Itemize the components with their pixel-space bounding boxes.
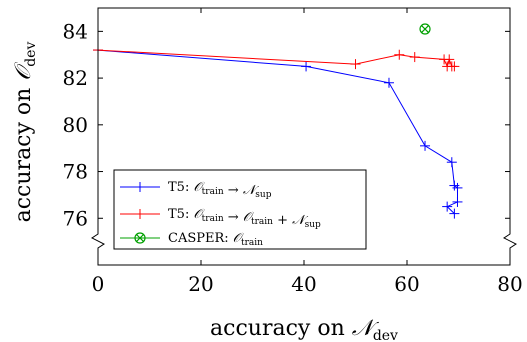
series-2 <box>93 45 460 72</box>
legend-box <box>113 169 367 250</box>
y-tick-label: 84 <box>63 19 88 43</box>
x-tick-label: 60 <box>394 272 419 296</box>
series-3 <box>419 23 431 35</box>
x-tick-label: 40 <box>291 272 316 296</box>
y-axis-label: accuracy on 𝒪dev <box>11 42 39 223</box>
series-1 <box>93 45 463 219</box>
otimes-marker <box>134 232 146 244</box>
y-tick-label: 82 <box>63 66 88 90</box>
x-axis-label: accuracy on 𝒩dev <box>210 316 398 342</box>
y-tick-label: 76 <box>63 206 88 230</box>
x-tick-label: 80 <box>497 272 522 296</box>
otimes-marker <box>136 234 144 242</box>
otimes-marker <box>421 25 429 33</box>
axis-ticks: 0 20 40 60 80 76 78 80 82 84 <box>63 8 523 296</box>
plot-marks <box>93 23 463 219</box>
x-tick-label: 20 <box>188 272 213 296</box>
otimes-marker <box>419 23 431 35</box>
y-tick-label: 78 <box>63 160 88 184</box>
legend-label: CASPER: 𝒪train <box>168 231 263 248</box>
series-line <box>97 49 458 214</box>
y-tick-label: 80 <box>63 113 88 137</box>
x-axis-label-sub: dev <box>373 328 398 342</box>
x-tick-label: 0 <box>92 272 105 296</box>
